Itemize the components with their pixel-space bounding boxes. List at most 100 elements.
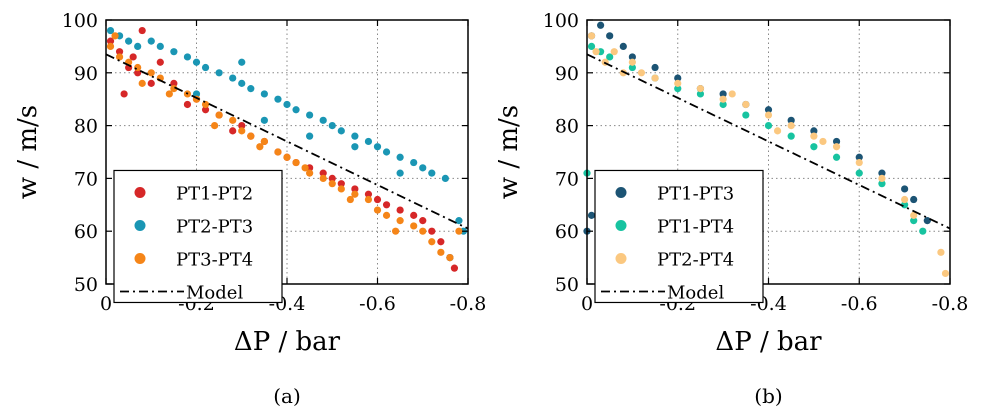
data-point <box>292 158 300 167</box>
x-tick-label: 0 <box>100 293 112 315</box>
data-point <box>247 132 255 140</box>
x-tick-label: -0.8 <box>450 293 487 315</box>
data-point <box>651 63 659 72</box>
data-point <box>446 254 454 262</box>
data-point <box>106 42 115 51</box>
data-point <box>450 264 459 272</box>
data-point <box>628 53 636 61</box>
data-point <box>129 53 137 61</box>
data-point <box>764 106 773 114</box>
data-point <box>428 169 436 177</box>
data-point <box>878 180 886 188</box>
data-point <box>229 74 237 82</box>
data-point <box>346 195 354 204</box>
x-tick-label: -0.8 <box>932 293 969 315</box>
data-point <box>351 190 359 198</box>
y-axis-label-a: w / m/s <box>13 105 43 199</box>
data-point <box>396 217 404 225</box>
data-point <box>832 137 841 146</box>
data-point <box>396 153 404 161</box>
data-point <box>592 48 600 56</box>
data-point <box>147 79 155 87</box>
data-point <box>901 195 909 204</box>
data-point <box>855 169 863 177</box>
data-point <box>115 48 124 56</box>
data-point <box>192 90 201 98</box>
data-point <box>651 74 659 82</box>
data-point <box>328 174 336 182</box>
legend-a: PT1-PT2 PT2-PT3 PT3-PT4 Model <box>113 169 283 303</box>
legend-label: Model <box>186 282 243 303</box>
data-point <box>410 211 418 219</box>
data-point <box>923 217 931 225</box>
data-point <box>941 269 950 278</box>
data-point <box>910 217 918 225</box>
data-point <box>192 58 201 66</box>
data-point <box>410 158 418 167</box>
y-tick-label: 100 <box>543 10 579 32</box>
data-point <box>787 132 795 140</box>
data-point <box>319 174 327 182</box>
data-point <box>165 90 173 98</box>
data-point <box>392 227 400 235</box>
data-point <box>696 85 705 93</box>
data-point <box>134 63 142 72</box>
data-point <box>238 122 246 130</box>
data-point <box>410 222 418 230</box>
data-point <box>211 122 219 130</box>
data-point <box>170 79 178 87</box>
data-point <box>437 248 445 256</box>
data-point <box>351 132 359 140</box>
x-tick-label: -0.6 <box>359 293 396 315</box>
legend-marker <box>134 186 146 198</box>
data-point <box>364 195 373 204</box>
grid-a <box>106 20 468 284</box>
data-point <box>719 95 727 103</box>
y-tick-label: 70 <box>555 168 579 190</box>
data-point <box>810 127 818 135</box>
data-point <box>441 174 449 182</box>
data-point <box>147 37 155 45</box>
data-point <box>764 122 773 130</box>
y-tick-label: 60 <box>555 221 579 243</box>
data-point <box>810 132 818 140</box>
data-point <box>382 148 391 156</box>
y-tick-label: 80 <box>74 116 98 138</box>
data-point <box>728 90 736 98</box>
data-point <box>215 111 223 119</box>
data-point <box>428 227 436 235</box>
data-point <box>396 206 404 214</box>
data-point <box>306 132 314 140</box>
data-point <box>419 164 427 172</box>
data-point <box>587 32 596 40</box>
y-tick-label: 60 <box>74 221 98 243</box>
data-point <box>319 116 327 124</box>
data-point <box>256 143 264 151</box>
data-point <box>138 79 146 87</box>
data-point <box>351 185 359 193</box>
data-point <box>878 174 886 182</box>
data-point <box>183 100 192 109</box>
legend-marker <box>615 219 627 231</box>
data-point <box>919 227 927 235</box>
data-point <box>328 122 336 130</box>
legend-label: PT1-PT3 <box>657 183 734 204</box>
data-point <box>238 127 246 135</box>
data-point <box>106 37 115 45</box>
data-point <box>764 111 773 119</box>
panel-label-b: (b) <box>754 384 782 408</box>
data-point <box>382 211 391 219</box>
data-point <box>138 26 146 35</box>
data-point <box>125 37 133 45</box>
data-point <box>306 169 314 177</box>
data-point <box>260 90 268 98</box>
data-point <box>428 238 436 246</box>
data-point <box>247 85 255 93</box>
points-b <box>583 21 950 278</box>
y-tick-label: 50 <box>74 274 98 296</box>
data-point <box>183 53 192 61</box>
data-point <box>229 127 237 135</box>
data-point <box>742 111 750 119</box>
data-point <box>170 85 178 93</box>
data-point <box>587 42 596 51</box>
